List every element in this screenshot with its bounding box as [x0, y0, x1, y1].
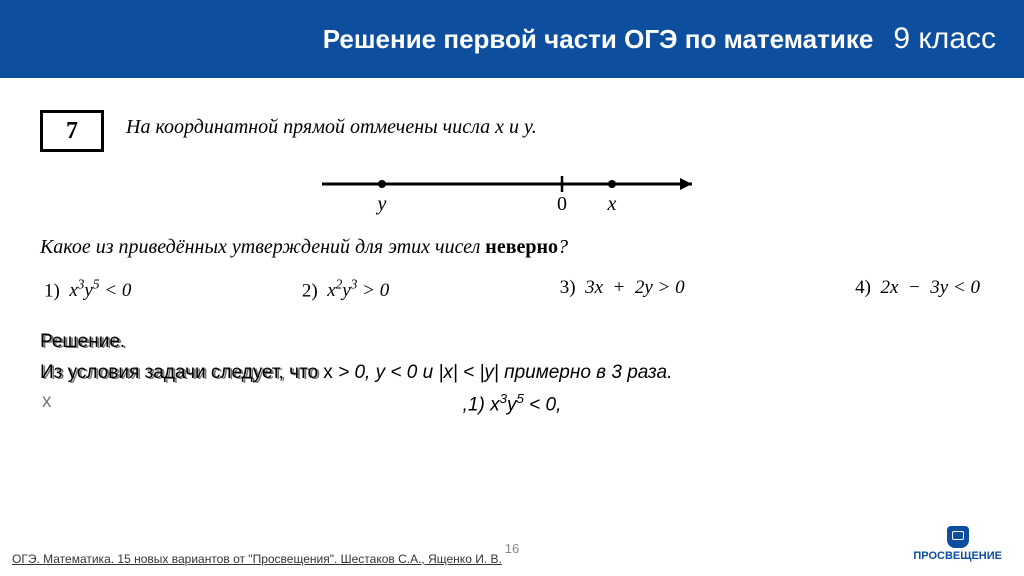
opt1-label: 1) — [44, 280, 60, 301]
option-3: 3) 3x + 2y > 0 — [560, 277, 685, 302]
statement-prefix: На координатной прямой отмечены числа — [126, 116, 495, 138]
sol-r1-b: Решение. — [42, 329, 127, 358]
header-grade: 9 класс — [893, 22, 996, 56]
number-line-svg: y 0 x — [312, 166, 712, 218]
opt3-expr: 3x + 2y > 0 — [585, 277, 685, 298]
option-4: 4) 2x − 3y < 0 — [855, 277, 980, 302]
question-suffix: ? — [558, 236, 568, 258]
publisher-logo: ПРОСВЕЩЕНИЕ — [913, 526, 1002, 562]
answer-options: 1) x3y5 < 0 2) x2y3 > 0 3) 3x + 2y > 0 4… — [40, 277, 984, 302]
opt3-label: 3) — [560, 277, 576, 298]
slide-content: 7 На координатной прямой отмечены числа … — [0, 78, 1024, 420]
slide-header: Решение первой части ОГЭ по математике 9… — [0, 0, 1024, 78]
footer-citation: ОГЭ. Математика. 15 новых вариантов от "… — [12, 552, 502, 566]
nl-y-label: y — [376, 193, 387, 215]
statement-conj: и — [504, 116, 524, 138]
opt4-label: 4) — [855, 277, 871, 298]
var-y: y — [524, 116, 532, 138]
opt4-expr: 2x − 3y < 0 — [880, 277, 980, 298]
header-title: Решение первой части ОГЭ по математике — [323, 24, 874, 55]
opt2-label: 2) — [302, 280, 318, 301]
number-line-diagram: y 0 x — [40, 166, 984, 218]
solution-row1: Решение. Решение. — [40, 328, 984, 357]
question-bold: неверно — [485, 236, 558, 258]
problem-statement: На координатной прямой отмечены числа x … — [126, 110, 537, 139]
opt1-expr: x3y5 < 0 — [69, 280, 131, 301]
opt2-expr: x2y3 > 0 — [327, 280, 389, 301]
question-text: Какое из приведённых утверждений для эти… — [40, 236, 984, 259]
solution-row2: Из условия задачи следует, что x Из усло… — [40, 359, 984, 388]
nl-x-label: x — [607, 193, 617, 215]
logo-icon — [947, 526, 969, 548]
problem-number-box: 7 — [40, 110, 104, 152]
logo-text: ПРОСВЕЩЕНИЕ — [913, 550, 1002, 562]
sol-r2-tail: > 0, y < 0 и |x| < |y| примерно в 3 раза… — [333, 362, 673, 383]
nl-zero-label: 0 — [557, 193, 567, 215]
problem-row: 7 На координатной прямой отмечены числа … — [40, 110, 984, 152]
option-1: 1) x3y5 < 0 — [44, 277, 131, 302]
option-2: 2) x2y3 > 0 — [302, 277, 389, 302]
footer-page-number: 16 — [505, 541, 519, 556]
solution-block: Решение. Решение. Из условия задачи след… — [40, 328, 984, 420]
sol-r2-b: Из условия задачи следует, что x — [42, 360, 333, 417]
var-x: x — [495, 116, 504, 138]
problem-number: 7 — [66, 118, 78, 145]
statement-suffix: . — [532, 116, 537, 138]
question-prefix: Какое из приведённых утверждений для эти… — [40, 236, 485, 258]
